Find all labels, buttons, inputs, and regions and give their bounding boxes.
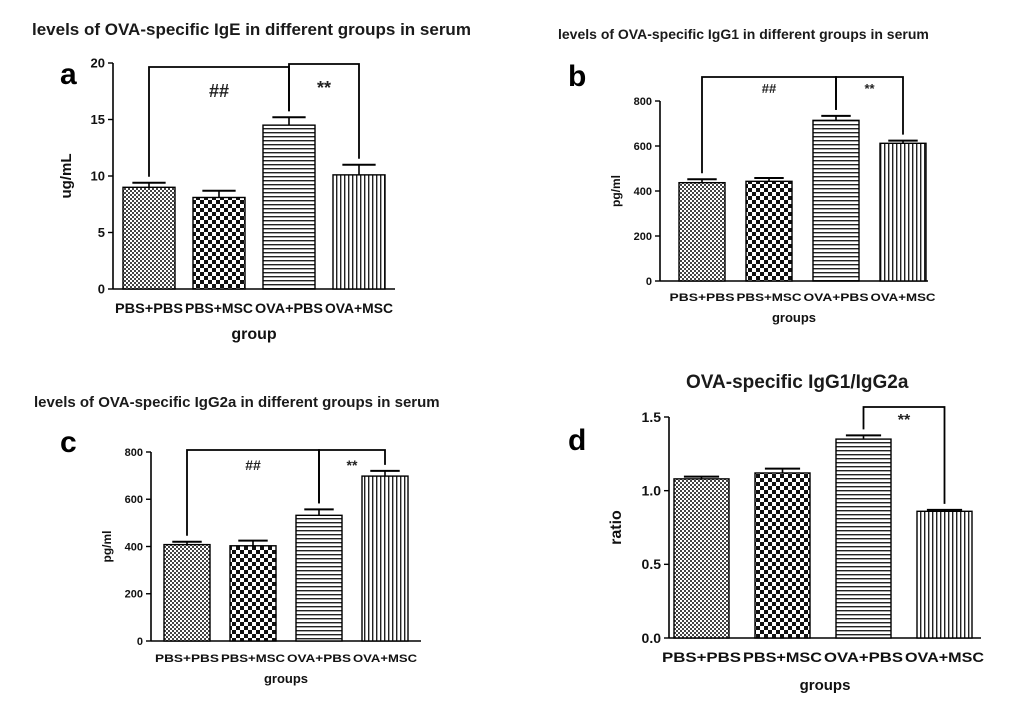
bar xyxy=(879,142,927,282)
category-label: PBS+MSC xyxy=(185,300,253,316)
category-label: PBS+PBS xyxy=(155,653,219,665)
bar xyxy=(835,438,892,639)
y-tick-label: 20 xyxy=(91,56,105,71)
panel-a-chart: 0 5 10 15 20 PBS+PBS PBS+MSC OVA+PBS OVA+MSC grou… xyxy=(58,56,395,343)
x-axis-label: group xyxy=(231,326,277,343)
y-tick-label: 0 xyxy=(646,276,652,288)
bar xyxy=(754,472,811,639)
category-label: OVA+MSC xyxy=(905,649,984,665)
significance-bracket xyxy=(835,76,904,135)
panel-a-title: levels of OVA-specific IgE in different … xyxy=(32,20,471,39)
panel-b-title: levels of OVA-specific IgG1 in different… xyxy=(558,26,929,42)
significance-bracket xyxy=(288,63,360,159)
y-tick-label: 5 xyxy=(98,225,105,240)
y-tick-label: 200 xyxy=(125,589,143,601)
category-label: OVA+MSC xyxy=(325,300,393,316)
panel-b-chart: 0 200 400 600 800 PBS+PBS PBS+MSC OVA+PBS OVA+MS… xyxy=(609,76,936,325)
category-label: PBS+PBS xyxy=(670,292,735,304)
category-label: PBS+MSC xyxy=(737,292,802,304)
x-axis-label: groups xyxy=(264,671,308,686)
bar xyxy=(262,124,316,290)
panel-c: levels of OVA-specific IgG2a in differen… xyxy=(0,358,520,716)
y-tick-label: 800 xyxy=(125,447,143,459)
panel-d-letter: d xyxy=(568,424,587,457)
category-label: OVA+PBS xyxy=(824,649,903,665)
y-axis-label: pg/ml xyxy=(609,175,623,207)
y-tick-label: 15 xyxy=(91,112,105,127)
significance-label: ** xyxy=(317,78,331,98)
bar xyxy=(678,181,726,282)
bar xyxy=(916,510,973,639)
bar xyxy=(163,543,211,642)
y-tick-label: 0 xyxy=(98,282,105,297)
significance-label: ** xyxy=(864,81,875,96)
bar xyxy=(229,545,277,642)
y-axis-label: ug/mL xyxy=(58,154,75,199)
category-label: PBS+MSC xyxy=(221,653,285,665)
significance-label: ** xyxy=(347,457,358,473)
category-label: PBS+PBS xyxy=(115,300,183,316)
panel-c-chart: 0 200 400 600 800 PBS+PBS PBS+MSC OVA+PBS OVA+MS… xyxy=(100,447,421,686)
y-tick-label: 0 xyxy=(137,636,143,648)
bar xyxy=(295,514,343,642)
panel-b-letter: b xyxy=(568,60,587,93)
y-axis-label: pg/ml xyxy=(100,531,114,563)
y-axis-label: ratio xyxy=(608,510,625,545)
panel-b: levels of OVA-specific IgG1 in different… xyxy=(520,0,1033,358)
y-tick-label: 0.5 xyxy=(642,556,662,572)
y-tick-label: 400 xyxy=(125,541,143,553)
panel-a-letter: a xyxy=(60,58,77,91)
significance-label: ## xyxy=(245,457,261,473)
y-tick-label: 10 xyxy=(91,169,105,184)
y-tick-label: 1.0 xyxy=(642,483,662,499)
panel-a: levels of OVA-specific IgE in different … xyxy=(0,0,520,358)
y-tick-label: 600 xyxy=(125,494,143,506)
category-label: OVA+MSC xyxy=(871,292,936,304)
bar xyxy=(122,186,176,290)
bar xyxy=(361,475,409,642)
y-tick-label: 200 xyxy=(634,231,652,243)
category-label: PBS+MSC xyxy=(743,649,822,665)
category-label: OVA+PBS xyxy=(287,653,351,665)
bar xyxy=(812,119,860,282)
category-label: PBS+PBS xyxy=(662,649,741,665)
panel-d-title: OVA-specific IgG1/IgG2a xyxy=(686,372,909,393)
significance-bracket xyxy=(318,449,386,504)
bar xyxy=(192,196,246,290)
significance-bracket xyxy=(862,406,946,504)
panel-c-letter: c xyxy=(60,426,77,459)
significance-label: ## xyxy=(762,81,777,96)
x-axis-label: groups xyxy=(772,310,816,325)
y-tick-label: 400 xyxy=(634,186,652,198)
panel-c-title: levels of OVA-specific IgG2a in differen… xyxy=(34,394,440,411)
x-axis-label: groups xyxy=(800,677,851,694)
bar xyxy=(745,180,793,282)
bar xyxy=(673,478,730,639)
panel-d-chart: 0.0 0.5 1.0 1.5 PBS+PBS PBS+MSC OVA+PBS OVA+MSC… xyxy=(608,406,984,694)
significance-label: ** xyxy=(898,412,911,429)
y-tick-label: 600 xyxy=(634,141,652,153)
category-label: OVA+MSC xyxy=(353,653,417,665)
y-tick-label: 1.5 xyxy=(642,409,662,425)
panel-d: OVA-specific IgG1/IgG2a d 0.0 0.5 1.0 1.5 PB… xyxy=(520,358,1033,716)
y-tick-label: 800 xyxy=(634,96,652,108)
y-tick-label: 0.0 xyxy=(642,630,662,646)
category-label: OVA+PBS xyxy=(255,300,323,316)
category-label: OVA+PBS xyxy=(804,292,869,304)
significance-label: ## xyxy=(209,81,229,101)
bar xyxy=(332,174,386,290)
